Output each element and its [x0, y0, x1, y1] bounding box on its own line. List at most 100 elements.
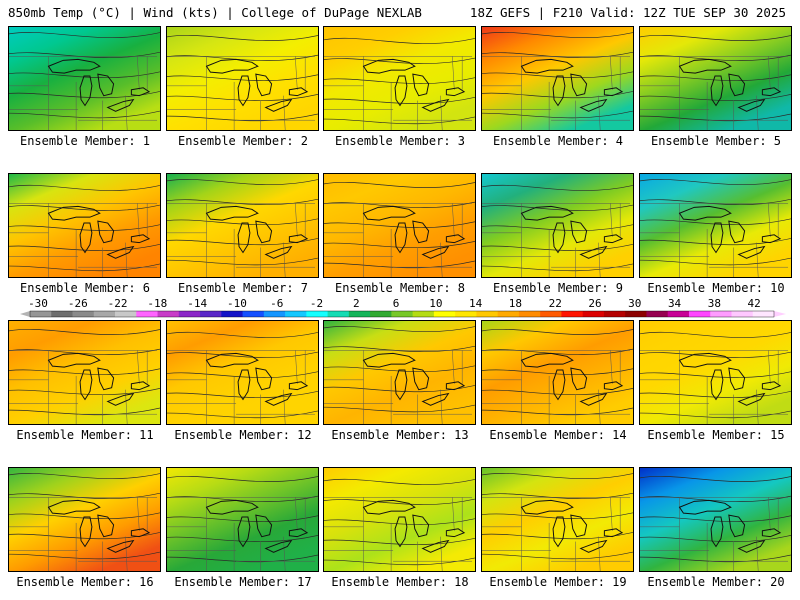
ensemble-member-label: Ensemble Member: 2: [177, 134, 309, 148]
great-lake-outline: [288, 234, 309, 244]
ensemble-member-label: Ensemble Member: 5: [650, 134, 782, 148]
great-lake-outline: [728, 73, 746, 97]
temperature-field: [167, 27, 318, 130]
great-lake-outline: [728, 367, 746, 391]
great-lake-outline: [237, 75, 251, 107]
ensemble-member-panel: [639, 320, 792, 425]
ensemble-member-panel: [323, 173, 476, 278]
streamline: [167, 351, 318, 358]
state-border: [125, 95, 128, 130]
temperature-field: [9, 27, 160, 130]
chart-title: 850mb Temp (°C) | Wind (kts) | College o…: [8, 5, 422, 20]
streamline: [640, 74, 791, 81]
great-lake-outline: [445, 234, 466, 244]
colorbar-swatch: [51, 311, 73, 317]
great-lake-outline: [106, 539, 135, 553]
temperature-map: [640, 321, 791, 424]
great-lake-outline: [264, 392, 293, 406]
streamline: [9, 512, 160, 520]
ensemble-member-panel: [166, 26, 319, 131]
colorbar-swatch: [625, 311, 647, 317]
streamline: [167, 218, 318, 226]
great-lake-outline: [237, 516, 251, 548]
ensemble-member-panel: [639, 26, 792, 131]
streamline: [482, 368, 633, 375]
great-lake-outline: [264, 245, 293, 259]
temperature-field: [324, 27, 475, 130]
great-lake-outline: [737, 245, 766, 259]
colorbar-tick-label: -26: [68, 297, 88, 310]
great-lake-outline: [761, 528, 782, 538]
colorbar-swatch: [370, 311, 392, 317]
streamline: [482, 71, 633, 79]
ensemble-member-panel: [166, 320, 319, 425]
colorbar-swatch: [200, 311, 222, 317]
great-lake-outline: [761, 234, 782, 244]
temperature-field: [9, 468, 160, 571]
great-lake-outline: [130, 87, 151, 97]
temperature-map: [167, 27, 318, 130]
state-border: [295, 56, 298, 90]
state-border: [598, 536, 601, 571]
colorbar-swatch: [646, 311, 669, 317]
streamline: [482, 512, 633, 520]
great-lake-outline: [421, 539, 450, 553]
great-lake-outline: [79, 516, 93, 548]
colorbar-tick-label: 6: [393, 297, 400, 310]
colorbar-tick-label: -2: [310, 297, 323, 310]
ensemble-member-panel: [639, 173, 792, 278]
great-lake-outline: [106, 98, 135, 112]
great-lake-outline: [520, 205, 574, 221]
ensemble-member-label: Ensemble Member: 18: [331, 575, 469, 589]
ensemble-member-panel: [481, 173, 634, 278]
state-border: [610, 203, 613, 237]
ensemble-member-label: Ensemble Member: 15: [647, 428, 785, 442]
great-lake-outline: [737, 392, 766, 406]
streamline: [640, 35, 791, 41]
great-lake-outline: [255, 367, 273, 391]
great-lake-outline: [130, 381, 151, 391]
temperature-field: [482, 174, 633, 277]
state-border: [452, 497, 455, 531]
state-border: [610, 56, 613, 90]
state-border: [756, 95, 759, 130]
streamline: [324, 37, 475, 44]
great-lake-outline: [97, 514, 115, 538]
colorbar-swatch: [433, 311, 456, 317]
streamline: [640, 515, 791, 522]
state-border: [295, 497, 298, 531]
ensemble-member-panel: [8, 26, 161, 131]
temperature-map: [324, 174, 475, 277]
colorbar-outline: [29, 310, 775, 318]
great-lake-outline: [362, 499, 416, 515]
state-border: [137, 56, 140, 90]
great-lake-outline: [678, 58, 732, 74]
colorbar-swatch: [603, 311, 626, 317]
state-border: [756, 242, 759, 277]
state-border: [768, 203, 771, 237]
great-lake-outline: [79, 369, 93, 401]
state-border: [440, 389, 443, 424]
great-lake-outline: [552, 516, 566, 548]
streamline: [482, 473, 633, 480]
temperature-field: [640, 321, 791, 424]
great-lake-outline: [570, 367, 588, 391]
great-lake-outline: [255, 220, 273, 244]
colorbar-swatch: [455, 311, 477, 317]
colorbar-swatch: [688, 311, 711, 317]
great-lake-outline: [255, 514, 273, 538]
great-lake-outline: [97, 220, 115, 244]
state-border: [137, 203, 140, 237]
temperature-map: [9, 321, 160, 424]
streamline: [640, 331, 791, 338]
streamline: [167, 331, 318, 338]
streamline: [324, 57, 475, 64]
temperature-field: [640, 468, 791, 571]
colorbar-swatch: [540, 311, 562, 317]
streamline: [640, 476, 791, 482]
great-lake-outline: [264, 98, 293, 112]
state-border: [452, 350, 455, 384]
ensemble-member-panel: [639, 467, 792, 572]
great-lake-outline: [678, 499, 732, 515]
streamline: [9, 204, 160, 211]
